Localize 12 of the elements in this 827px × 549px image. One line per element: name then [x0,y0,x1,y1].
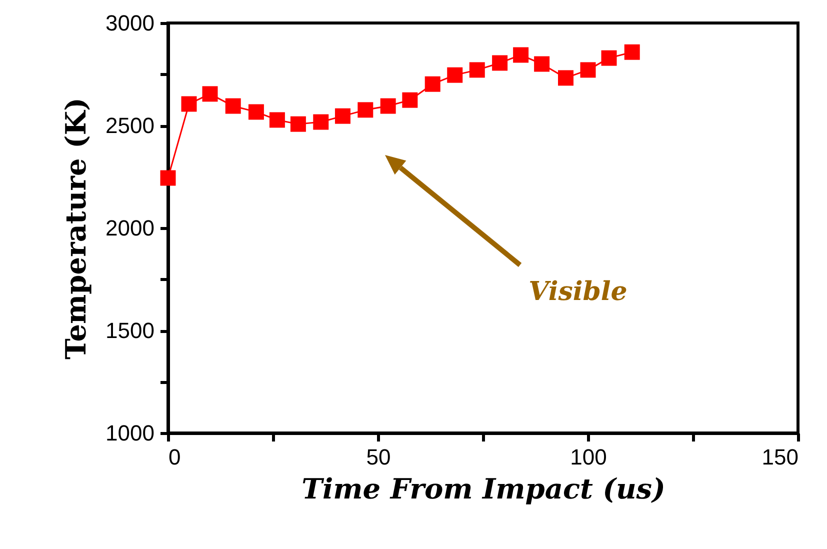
annotation: Visible [528,277,628,307]
y-tick-label: 1000 [106,420,154,446]
y-tick-label: 2500 [106,113,154,138]
x-tick-label: 50 [366,444,391,470]
x-tick-label: 150 [762,444,798,470]
y-tick-label: 2000 [106,216,154,240]
y-tick-label: 1500 [106,318,154,343]
y-axis-title: Temperature (K) [60,98,93,360]
x-axis-title: Time From Impact (us) [302,472,666,506]
x-tick-label: 0 [168,444,181,470]
x-tick-label: 100 [570,444,607,470]
y-tick-label: 3000 [106,10,154,36]
